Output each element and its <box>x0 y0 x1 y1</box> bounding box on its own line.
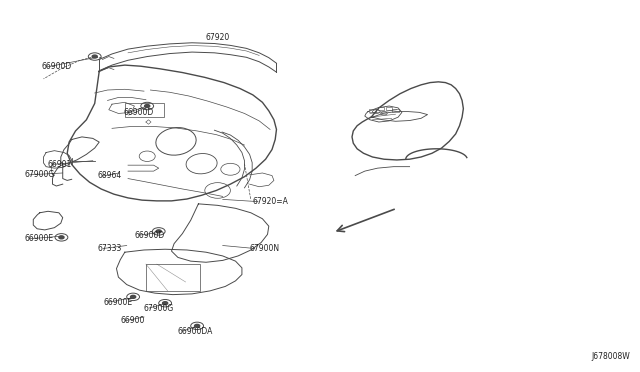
Text: 66900D: 66900D <box>42 62 72 71</box>
Text: J678008W: J678008W <box>591 352 630 361</box>
Text: 66900: 66900 <box>120 316 145 325</box>
Circle shape <box>195 324 200 327</box>
Text: 67900N: 67900N <box>250 244 280 253</box>
Text: 67900G: 67900G <box>144 304 174 312</box>
Bar <box>392 109 399 112</box>
Bar <box>378 107 384 110</box>
Text: 67920=A: 67920=A <box>253 197 289 206</box>
Text: 66900E: 66900E <box>24 234 54 243</box>
Circle shape <box>156 230 161 233</box>
Text: 66901: 66901 <box>48 160 72 169</box>
Text: 66900D: 66900D <box>134 231 164 240</box>
Circle shape <box>145 105 150 108</box>
Bar <box>369 109 376 112</box>
Circle shape <box>131 295 136 298</box>
Text: 66900D: 66900D <box>124 108 154 117</box>
Text: 66900DA: 66900DA <box>178 327 213 336</box>
Text: 67920: 67920 <box>205 33 230 42</box>
Circle shape <box>59 236 64 239</box>
Text: 67333: 67333 <box>98 244 122 253</box>
Circle shape <box>92 55 97 58</box>
Bar <box>386 107 392 110</box>
Text: 67900G: 67900G <box>24 170 54 179</box>
Text: 66900E: 66900E <box>104 298 133 307</box>
Text: 68964: 68964 <box>98 171 122 180</box>
Circle shape <box>163 302 168 305</box>
